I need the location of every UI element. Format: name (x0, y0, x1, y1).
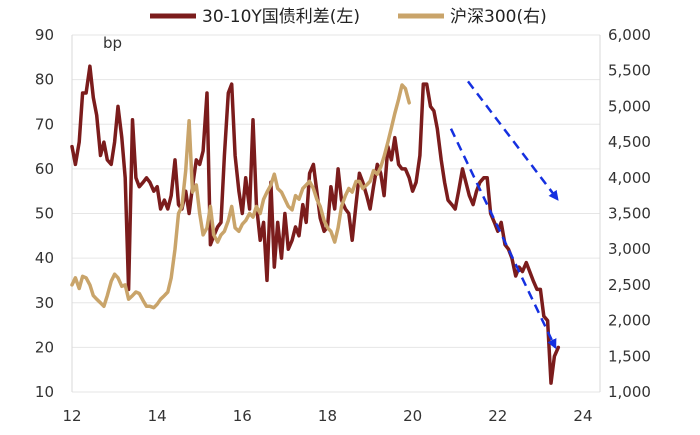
right-tick-label: 1,500 (608, 347, 651, 365)
legend-label-csi300: 沪深300(右) (450, 7, 547, 27)
right-tick-label: 4,500 (608, 133, 651, 151)
right-tick-label: 4,000 (608, 169, 651, 187)
series-line-csi300 (70, 83, 411, 310)
right-tick-label: 3,500 (608, 205, 651, 223)
left-tick-label: 10 (35, 383, 54, 401)
series-layer (70, 64, 561, 385)
right-tick-label: 2,000 (608, 312, 651, 330)
x-tick-label: 16 (233, 407, 252, 425)
axes: 10 20 30 40 50 60 70 80 90 1,000 1,500 2,000 2,500 3,… (35, 26, 651, 425)
x-tick-label: 18 (318, 407, 337, 425)
right-tick-label: 3,000 (608, 240, 651, 258)
x-tick-label: 12 (62, 407, 81, 425)
legend-item-csi300: 沪深300(右) (398, 7, 547, 27)
left-tick-label: 20 (35, 338, 54, 356)
legend-label-spread: 30-10Y国债利差(左) (202, 7, 360, 27)
right-tick-label: 5,000 (608, 97, 651, 115)
right-tick-label: 5,500 (608, 62, 651, 80)
grid-lines (72, 34, 600, 393)
trend-arrow-1 (467, 80, 559, 201)
left-tick-label: 90 (35, 26, 54, 44)
legend-item-spread: 30-10Y国债利差(左) (150, 7, 360, 27)
right-tick-label: 1,000 (608, 383, 651, 401)
x-tick-label: 22 (488, 407, 507, 425)
left-tick-label: 30 (35, 294, 54, 312)
trend-arrow-2 (449, 128, 557, 350)
left-axis-unit-label: bp (103, 34, 122, 52)
legend: 30-10Y国债利差(左) 沪深300(右) (150, 7, 547, 27)
right-tick-label: 6,000 (608, 26, 651, 44)
left-tick-label: 70 (35, 115, 54, 133)
annotation-layer (449, 80, 559, 350)
left-tick-label: 80 (35, 71, 54, 89)
x-tick-label: 24 (573, 407, 592, 425)
left-tick-label: 60 (35, 160, 54, 178)
left-tick-label: 40 (35, 249, 54, 267)
right-tick-label: 2,500 (608, 276, 651, 294)
x-tick-label: 14 (148, 407, 167, 425)
series-line-spread (70, 64, 561, 385)
left-tick-label: 50 (35, 205, 54, 223)
x-tick-label: 20 (403, 407, 422, 425)
